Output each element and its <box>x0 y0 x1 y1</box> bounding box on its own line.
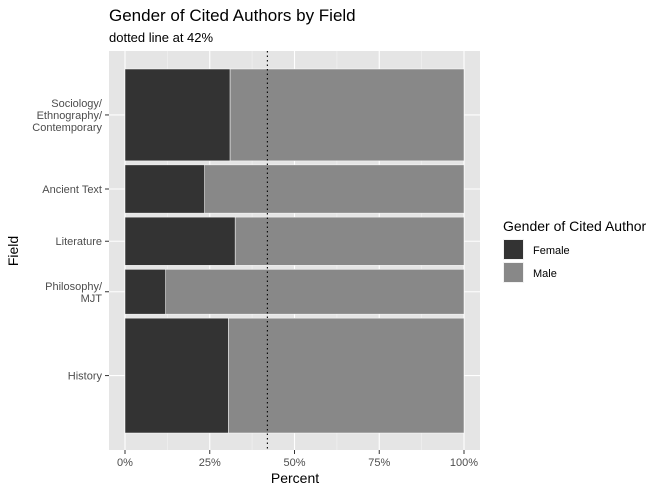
x-tick-label: 100% <box>450 457 478 469</box>
legend-title: Gender of Cited Author <box>503 218 647 234</box>
bar-segment-male <box>204 164 465 214</box>
legend-items: Female Male <box>503 239 570 283</box>
chart-title: Gender of Cited Authors by Field <box>109 6 356 25</box>
x-tick-label: 25% <box>199 457 221 469</box>
bars <box>124 68 465 434</box>
legend-swatch-male <box>504 263 523 282</box>
legend: Gender of Cited Author Female Male <box>503 218 647 283</box>
bar-segment-male <box>165 269 465 315</box>
bar-segment-female <box>124 317 229 434</box>
y-tick-label: Literature <box>56 236 102 248</box>
x-axis-title: Percent <box>271 470 319 486</box>
bar-segment-female <box>124 269 166 315</box>
x-axis: 0% 25% 50% 75% 100% <box>117 450 478 469</box>
bar-segment-female <box>124 164 205 214</box>
chart-subtitle: dotted line at 42% <box>109 30 214 45</box>
bar-segment-male <box>228 317 465 434</box>
legend-swatch-female <box>504 240 523 259</box>
x-tick-label: 75% <box>368 457 390 469</box>
bar-segment-female <box>124 216 236 266</box>
legend-label-female: Female <box>533 245 570 257</box>
x-tick-label: 50% <box>283 457 305 469</box>
y-axis: History Philosophy/MJT Literature Ancient T… <box>32 98 109 383</box>
y-tick-label: Ancient Text <box>42 184 102 196</box>
y-tick-label: Philosophy/MJT <box>45 281 103 305</box>
legend-label-male: Male <box>533 268 557 280</box>
y-tick-label: History <box>68 371 103 383</box>
bar-segment-male <box>229 68 465 162</box>
y-axis-title: Field <box>5 236 21 266</box>
x-tick-label: 0% <box>117 457 133 469</box>
bar-segment-female <box>124 68 231 162</box>
bar-segment-male <box>234 216 465 266</box>
y-tick-label: Sociology/Ethnography/Contemporary <box>32 98 103 134</box>
